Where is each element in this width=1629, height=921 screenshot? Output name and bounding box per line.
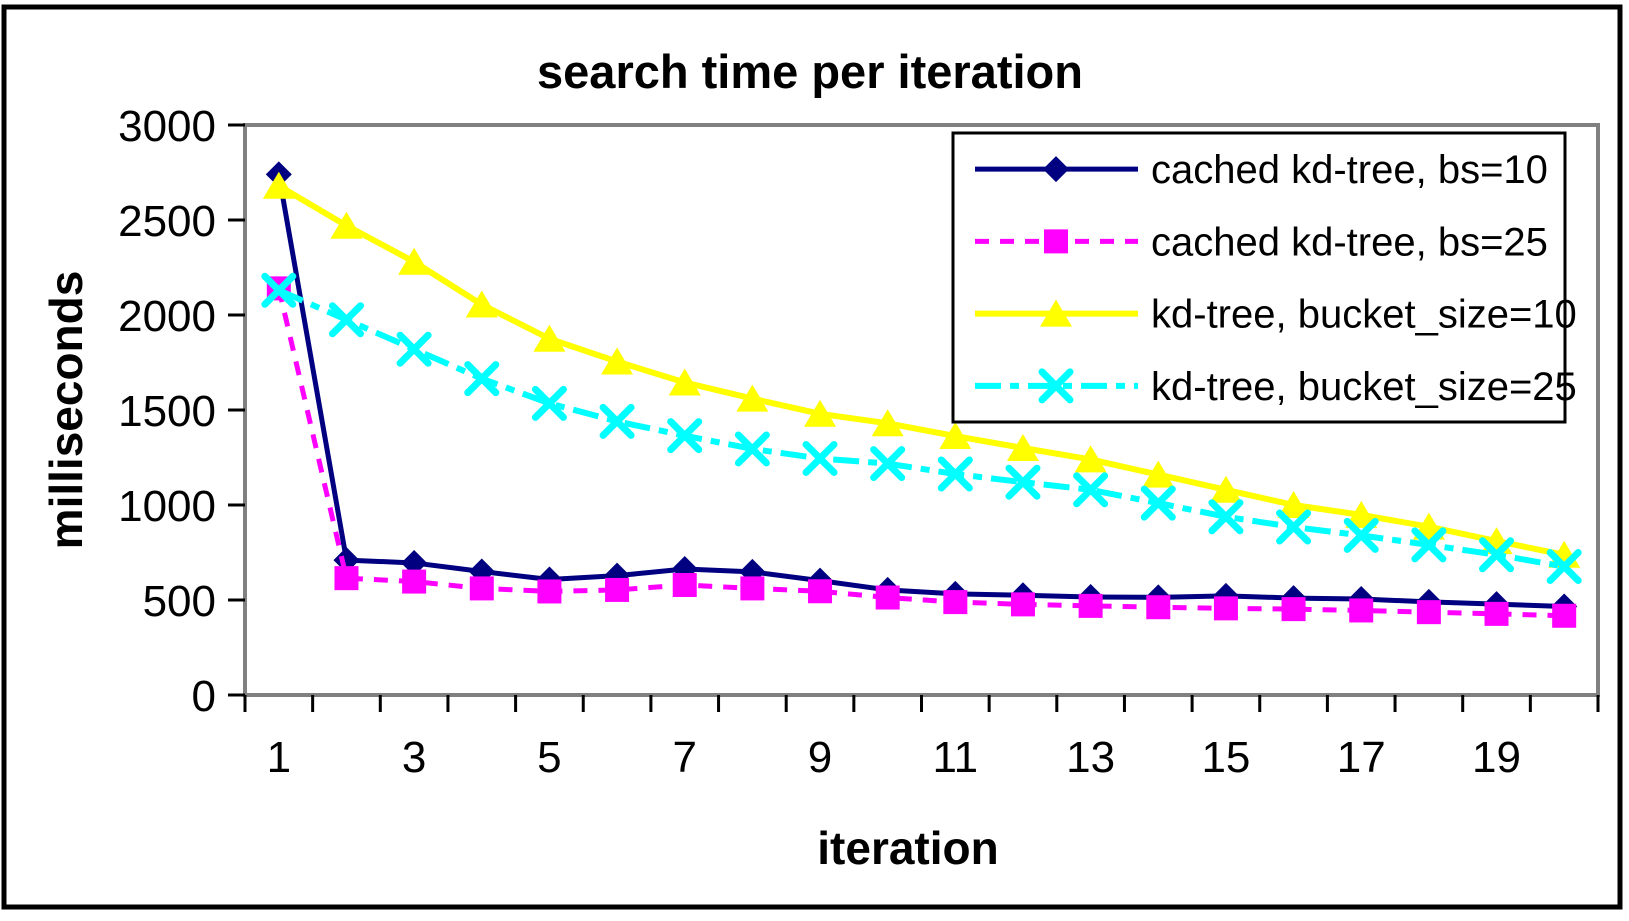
legend-item-label: cached kd-tree, bs=25 [1151,220,1548,264]
x-tick-label: 5 [537,733,561,782]
x-tick-label: 3 [402,733,426,782]
triangle-marker [1074,445,1107,473]
x-marker [667,418,703,454]
x-tick-label: 19 [1472,733,1521,782]
triangle-marker [668,368,701,396]
triangle-marker [1209,475,1242,503]
triangle-marker [465,290,498,318]
triangle-marker [533,324,566,352]
series-group [261,161,1582,628]
triangle-marker [1142,460,1175,488]
square-marker [875,585,900,610]
legend-box [951,131,1567,424]
x-marker [1140,485,1176,521]
triangle-marker [1040,299,1072,327]
square-marker [1552,603,1577,628]
x-marker [464,361,500,397]
square-marker [469,576,494,601]
series-markers [261,272,1582,585]
chart-title: search time per iteration [537,45,1083,98]
x-tick-label: 9 [808,733,832,782]
square-marker [1010,592,1035,617]
legend-item-label: cached kd-tree, bs=10 [1151,148,1548,192]
legend-item-label: kd-tree, bucket_size=10 [1151,293,1577,337]
x-tick-label: 7 [672,733,696,782]
x-marker [870,446,906,482]
y-tick-label: 2000 [118,292,216,341]
legend: cached kd-tree, bs=10 cached kd-tree, bs=… [951,131,1577,424]
square-marker [1484,601,1509,626]
x-marker [937,456,973,492]
x-marker [531,385,567,421]
square-marker [672,572,697,597]
square-marker [1281,597,1306,622]
x-axis-title: iteration [817,822,998,874]
x-marker [396,331,432,367]
x-marker [1479,537,1515,573]
y-tick-label: 500 [143,577,216,626]
y-axis-title: milliseconds [40,271,92,550]
triangle-marker [1277,491,1310,518]
triangle-marker [939,422,972,450]
square-marker [1146,595,1171,620]
series-markers [262,171,1581,568]
square-marker [1078,593,1103,618]
x-tick-label: 17 [1337,733,1386,782]
y-tick-label: 1500 [118,387,216,436]
x-marker [1411,527,1447,563]
square-marker [1213,596,1238,621]
square-marker [605,577,630,602]
square-marker [1044,229,1068,254]
square-marker [1349,598,1374,623]
y-tick-label: 2500 [118,197,216,246]
y-tick-label: 0 [192,672,216,721]
x-marker [1038,368,1074,404]
triangle-marker [736,384,769,412]
x-marker [1005,464,1041,500]
square-marker [537,579,562,604]
triangle-marker [804,399,837,427]
x-axis-ticks: 1 3 5 7 9 11 13 15 17 19 [243,695,1600,782]
square-marker [740,576,765,601]
series-line [277,287,1565,570]
legend-item: cached kd-tree, bs=10 [975,148,1548,192]
square-marker [943,590,968,615]
diamond-marker [1043,156,1069,183]
x-marker [328,302,364,338]
x-marker [599,403,635,439]
x-marker [1073,472,1109,508]
x-tick-label: 13 [1066,733,1115,782]
x-marker [1276,509,1312,545]
square-marker [334,566,359,591]
legend-item: kd-tree, bucket_size=25 [975,365,1577,409]
legend-item: kd-tree, bucket_size=10 [975,293,1577,337]
x-marker [1546,549,1582,585]
y-tick-label: 3000 [118,102,216,151]
triangle-marker [1006,434,1039,461]
triangle-marker [330,211,363,239]
x-tick-label: 11 [932,733,978,782]
y-tick-label: 1000 [118,482,216,531]
triangle-marker [1345,500,1378,528]
triangle-marker [871,409,904,437]
x-marker [1343,517,1379,553]
triangle-marker [601,347,634,375]
x-tick-label: 1 [267,733,291,782]
x-marker [1208,499,1244,535]
square-marker [1416,600,1441,625]
square-marker [808,579,833,604]
x-marker [802,440,838,476]
x-marker [261,272,297,308]
y-axis-ticks: 0 500 1000 1500 2000 2500 3000 [118,102,245,721]
triangle-marker [398,247,431,275]
diamond-marker [401,549,428,576]
x-tick-label: 15 [1201,733,1250,782]
legend-item-label: kd-tree, bucket_size=25 [1151,365,1577,409]
triangle-marker [262,171,295,199]
legend-item: cached kd-tree, bs=25 [975,220,1548,264]
x-marker [734,431,770,467]
square-marker [402,569,427,594]
